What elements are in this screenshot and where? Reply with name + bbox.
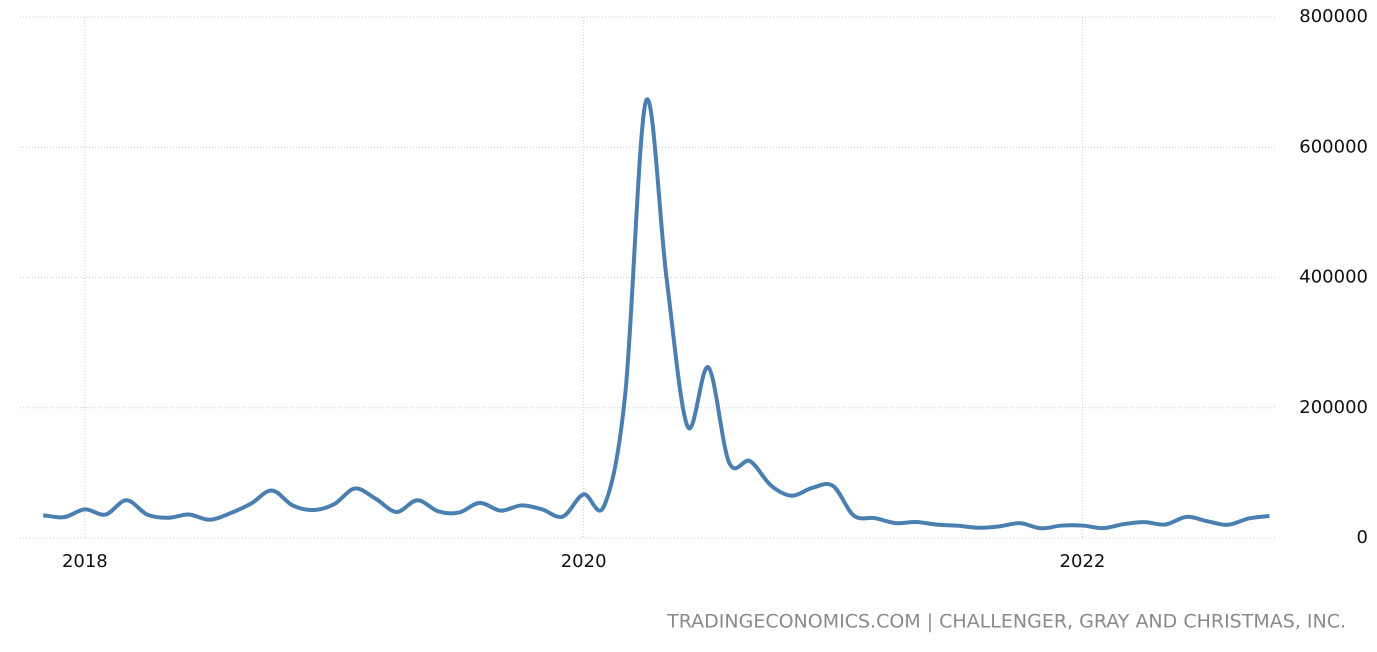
y-tick-label: 0 bbox=[1357, 527, 1368, 548]
x-tick-label: 2020 bbox=[561, 551, 607, 572]
y-tick-label: 200000 bbox=[1299, 397, 1368, 418]
x-tick-label: 2018 bbox=[62, 551, 108, 572]
y-tick-label: 800000 bbox=[1299, 6, 1368, 27]
y-tick-label: 400000 bbox=[1299, 267, 1368, 288]
y-tick-label: 600000 bbox=[1299, 136, 1368, 157]
line bbox=[42, 97, 1270, 531]
x-tick-label: 2022 bbox=[1060, 551, 1106, 572]
source: TRADINGECONOMICS.COM | CHALLENGER, GRAY … bbox=[666, 611, 1346, 633]
